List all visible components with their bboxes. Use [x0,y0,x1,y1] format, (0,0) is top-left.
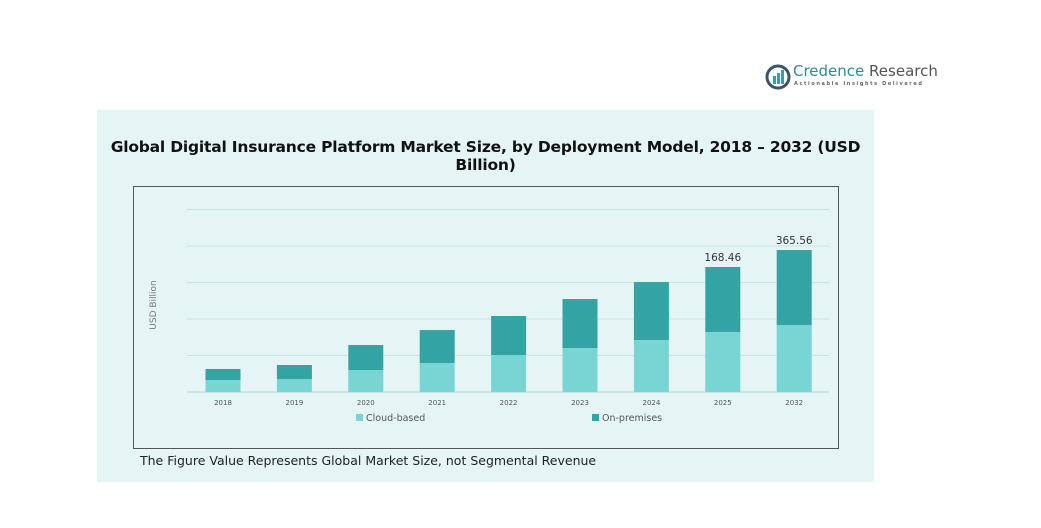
bar-on-premises-2020 [348,345,384,371]
logo-bar-chart-icon [765,64,791,90]
bar-on-premises-2019 [276,364,312,380]
x-tick-label: 2018 [214,399,232,407]
x-tick-label: 2019 [285,399,303,407]
bar-on-premises-2032 [776,250,812,325]
x-tick-label: 2020 [357,399,375,407]
x-tick-label: 2024 [642,399,660,407]
bar-cloud-based-2019 [276,379,312,392]
legend-swatch-on-premises [592,414,599,421]
x-tick-label: 2022 [500,399,518,407]
x-tick-label: 2023 [571,399,589,407]
bar-cloud-based-2022 [491,355,527,392]
bar-cloud-based-2025 [705,331,741,392]
data-label: 365.56 [776,235,813,247]
bar-on-premises-2025 [705,267,741,332]
bar-on-premises-2024 [633,282,669,340]
footnote: The Figure Value Represents Global Marke… [140,453,597,468]
chart-area: USD Billion 2018 2019 2020 2021 2022 2023 2024 2… [133,186,839,449]
bar-cloud-based-2018 [205,379,241,392]
logo-name: Credence Research [793,62,938,80]
bar-cloud-based-2032 [776,324,812,392]
chart-title: Global Digital Insurance Platform Market… [110,138,861,174]
legend-label: On-premises [602,413,662,424]
bar-on-premises-2021 [419,330,455,363]
bar-cloud-based-2020 [348,370,384,392]
data-label: 168.46 [704,252,741,264]
legend-swatch-cloud-based [356,414,363,421]
bar-cloud-based-2024 [633,339,669,392]
stacked-bar-chart: USD Billion 2018 2019 2020 2021 2022 2023 2024 2… [149,209,829,424]
bar-cloud-based-2023 [562,347,598,392]
legend-label: Cloud-based [366,413,425,424]
credence-research-logo: Credence Research Actionable Insights De… [765,62,938,92]
bar-on-premises-2022 [491,316,527,356]
logo-tagline: Actionable Insights Delivered [794,81,924,87]
bar-on-premises-2023 [562,299,598,348]
chart-panel: Global Digital Insurance Platform Market… [97,110,874,482]
x-tick-label: 2025 [714,399,732,407]
x-tick-label: 2021 [428,399,446,407]
x-tick-label: 2032 [785,399,803,407]
y-axis-label: USD Billion [149,280,159,329]
bar-cloud-based-2021 [419,362,455,392]
bar-on-premises-2018 [205,368,241,380]
